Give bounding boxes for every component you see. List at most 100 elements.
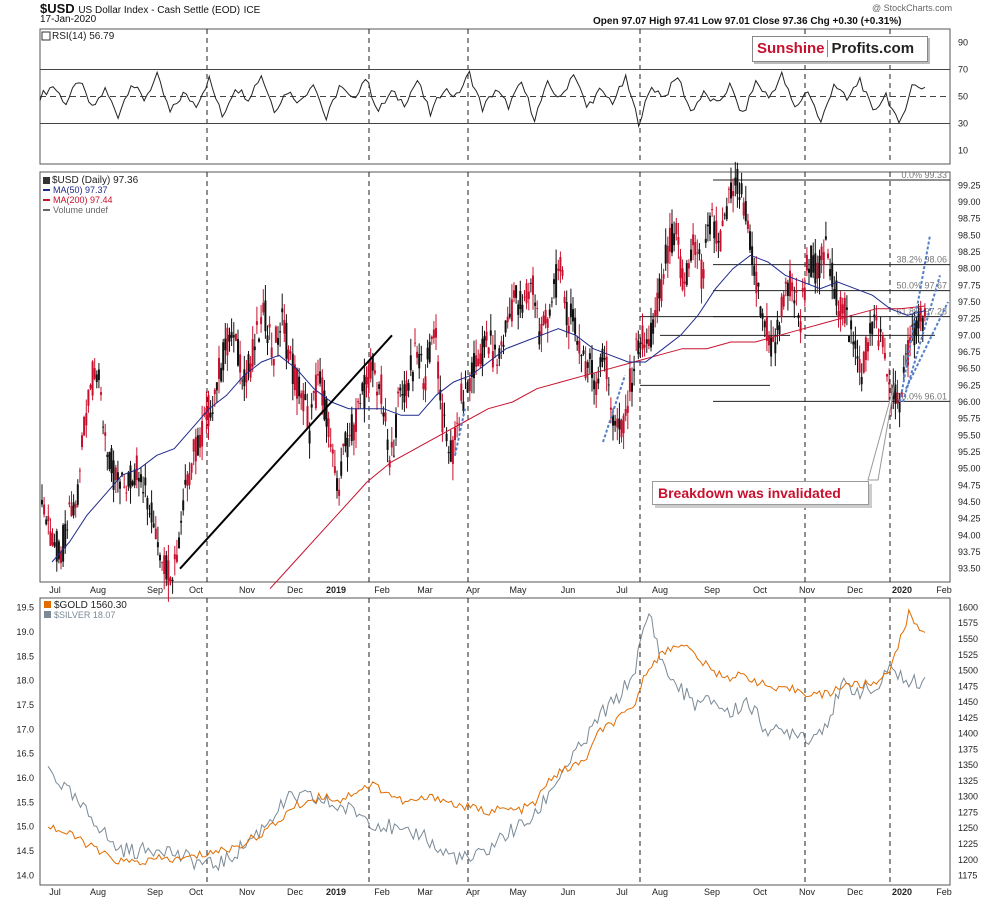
price-candle bbox=[411, 372, 414, 382]
price-candle bbox=[435, 328, 437, 338]
usd-tick-97.00: 97.00 bbox=[958, 330, 981, 340]
price-candle bbox=[331, 449, 334, 454]
price-candle bbox=[818, 255, 821, 279]
price-candle bbox=[357, 401, 360, 403]
price-candle bbox=[205, 408, 208, 420]
gold-tick-1600: 1600 bbox=[958, 602, 978, 612]
price-candle bbox=[567, 325, 570, 334]
usd-tick-98.25: 98.25 bbox=[958, 247, 981, 257]
price-candle bbox=[283, 319, 286, 334]
chart-date: 17-Jan-2020 bbox=[40, 14, 97, 25]
price-candle bbox=[55, 531, 58, 562]
price-candle bbox=[546, 319, 549, 328]
price-candle bbox=[348, 434, 351, 437]
projection-line-4 bbox=[902, 275, 941, 403]
price-candle bbox=[437, 361, 440, 379]
x-tick-label-top-10: Apr bbox=[466, 585, 480, 595]
price-candle bbox=[694, 242, 697, 256]
price-candle bbox=[119, 481, 121, 489]
price-candle bbox=[60, 551, 62, 563]
silver-legend-swatch bbox=[44, 611, 51, 618]
price-candle bbox=[342, 443, 345, 447]
price-candle bbox=[904, 353, 907, 355]
price-candle bbox=[41, 499, 43, 505]
price-candle bbox=[591, 360, 593, 378]
projection-line-3 bbox=[899, 235, 931, 403]
x-tick-label-bottom-1: Jul bbox=[49, 887, 61, 897]
price-candle bbox=[399, 387, 402, 391]
price-candle bbox=[774, 342, 777, 354]
gold-tick-1450: 1450 bbox=[958, 697, 978, 707]
price-candle bbox=[616, 418, 619, 428]
usd-tick-93.75: 93.75 bbox=[958, 547, 981, 557]
price-candle bbox=[380, 374, 383, 404]
price-candle bbox=[856, 356, 859, 359]
price-candle bbox=[902, 367, 905, 373]
silver-tick-17.5: 17.5 bbox=[16, 700, 34, 710]
price-candle bbox=[76, 484, 79, 505]
price-candle bbox=[49, 531, 52, 546]
price-candle bbox=[66, 529, 69, 531]
x-tick-label-bottom-4: Oct bbox=[189, 887, 204, 897]
price-candle bbox=[563, 296, 566, 304]
price-candle bbox=[439, 389, 442, 401]
usd-legend-entry-1: MA(50) 97.37 bbox=[53, 185, 108, 195]
price-candle bbox=[915, 320, 918, 336]
usd-tick-97.75: 97.75 bbox=[958, 280, 981, 290]
price-candle bbox=[441, 403, 444, 433]
price-candle bbox=[64, 523, 67, 548]
price-candle bbox=[258, 338, 260, 342]
price-candle bbox=[755, 271, 758, 294]
price-candle bbox=[325, 399, 328, 427]
price-candle bbox=[740, 183, 743, 195]
price-candle bbox=[190, 463, 193, 473]
ohlc-summary: Open 97.07 High 97.41 Low 97.01 Close 97… bbox=[593, 16, 902, 27]
price-candle bbox=[228, 334, 231, 342]
price-candle bbox=[848, 336, 850, 342]
price-candle bbox=[251, 339, 254, 367]
usd-tick-96.50: 96.50 bbox=[958, 364, 981, 374]
price-candle bbox=[414, 342, 416, 344]
price-candle bbox=[730, 182, 732, 199]
usd-tick-93.50: 93.50 bbox=[958, 564, 981, 574]
price-candle bbox=[178, 537, 180, 549]
price-candle bbox=[738, 197, 741, 200]
price-candle bbox=[833, 288, 836, 299]
price-candle bbox=[489, 330, 492, 336]
price-candle bbox=[713, 221, 716, 239]
price-candle bbox=[485, 331, 488, 341]
usd-tick-99.25: 99.25 bbox=[958, 180, 981, 190]
price-candle bbox=[757, 282, 760, 287]
usd-tick-99.00: 99.00 bbox=[958, 197, 981, 207]
x-tick-label-bottom-19: 2020 bbox=[892, 887, 912, 897]
price-candle bbox=[824, 236, 827, 240]
price-candle bbox=[72, 502, 75, 516]
price-candle bbox=[308, 430, 311, 444]
price-candle bbox=[268, 324, 271, 328]
price-candle bbox=[871, 321, 874, 335]
price-candle bbox=[416, 351, 419, 358]
price-candle bbox=[702, 269, 705, 279]
price-candle bbox=[279, 331, 282, 333]
x-tick-label-bottom-8: Feb bbox=[374, 887, 390, 897]
price-candle bbox=[156, 542, 159, 548]
rsi-tick-70: 70 bbox=[958, 65, 968, 75]
price-candle bbox=[561, 270, 564, 276]
price-candle bbox=[215, 382, 218, 391]
price-candle bbox=[451, 439, 454, 464]
logo-part-1: Sunshine bbox=[757, 40, 825, 57]
x-tick-label-top-19: 2020 bbox=[892, 585, 912, 595]
price-candle bbox=[717, 241, 720, 243]
price-candle bbox=[677, 237, 680, 245]
gold-tick-1400: 1400 bbox=[958, 729, 978, 739]
price-candle bbox=[580, 354, 583, 357]
price-candle bbox=[310, 404, 313, 408]
price-candle bbox=[725, 206, 728, 220]
price-candle bbox=[300, 393, 303, 399]
price-candle bbox=[550, 301, 553, 303]
price-candle bbox=[382, 412, 385, 417]
price-candle bbox=[532, 275, 534, 295]
price-candle bbox=[47, 516, 50, 521]
price-candle bbox=[108, 452, 111, 469]
usd-tick-95.00: 95.00 bbox=[958, 464, 981, 474]
